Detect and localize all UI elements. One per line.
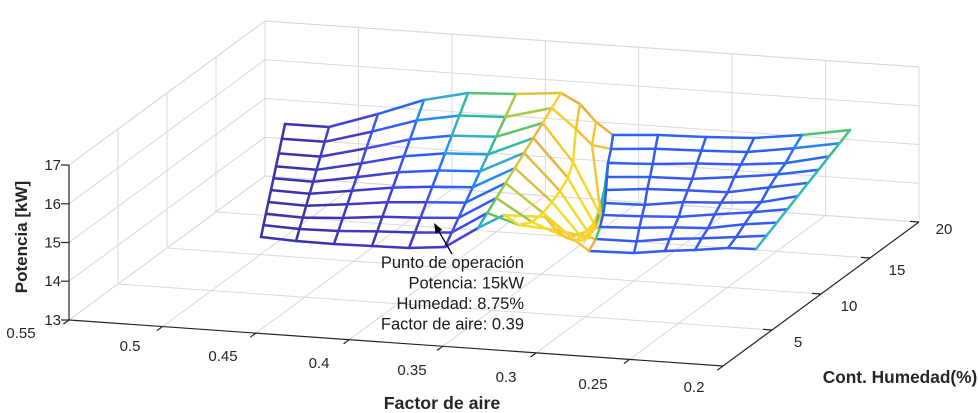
svg-text:15: 15 <box>44 235 61 252</box>
svg-text:0.5: 0.5 <box>120 338 141 355</box>
svg-text:Factor de aire: Factor de aire <box>384 393 501 413</box>
svg-text:Factor de aire: 0.39: Factor de aire: 0.39 <box>381 316 524 334</box>
svg-text:0.45: 0.45 <box>208 348 237 365</box>
svg-text:5: 5 <box>794 334 802 351</box>
svg-text:0.25: 0.25 <box>578 376 607 393</box>
svg-text:Potencia: 15kW: Potencia: 15kW <box>408 275 524 293</box>
svg-text:Cont. Humedad(%): Cont. Humedad(%) <box>823 367 978 387</box>
svg-text:0.4: 0.4 <box>309 355 330 372</box>
svg-text:13: 13 <box>44 312 61 329</box>
svg-text:Humedad: 8.75%: Humedad: 8.75% <box>397 295 525 313</box>
svg-text:0.3: 0.3 <box>496 369 517 386</box>
svg-text:0.35: 0.35 <box>397 362 426 379</box>
svg-text:14: 14 <box>44 273 61 290</box>
svg-text:20: 20 <box>936 221 953 238</box>
svg-text:10: 10 <box>841 298 858 315</box>
svg-text:16: 16 <box>44 196 61 213</box>
svg-text:Punto de operación: Punto de operación <box>381 254 524 272</box>
svg-text:0.55: 0.55 <box>6 325 35 342</box>
svg-text:Potencia [kW]: Potencia [kW] <box>12 181 31 293</box>
svg-text:0.2: 0.2 <box>684 379 705 396</box>
svg-text:17: 17 <box>44 157 61 174</box>
svg-text:15: 15 <box>889 262 906 279</box>
